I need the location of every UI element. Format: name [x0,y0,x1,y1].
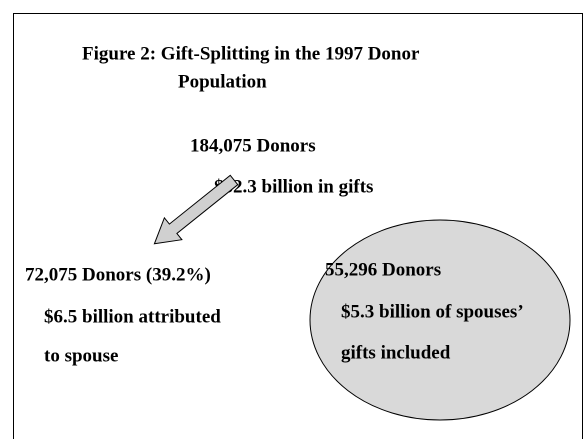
node-text: to spouse [44,345,118,366]
node-text: $6.5 billion attributed [44,306,221,327]
node-text: $5.3 billion of spouses’ [341,301,524,322]
title-line: Population [178,71,267,92]
arrow [153,174,239,245]
node-text: $32.3 billion in gifts [214,176,373,197]
node-text: gifts included [341,342,451,363]
title-line: Figure 2: Gift-Splitting in the 1997 Don… [82,43,420,64]
node-text: 55,296 Donors [325,259,441,280]
ellipse [309,219,571,421]
node-text: 72,075 Donors (39.2%) [25,264,211,285]
node-text: 184,075 Donors [190,135,316,156]
